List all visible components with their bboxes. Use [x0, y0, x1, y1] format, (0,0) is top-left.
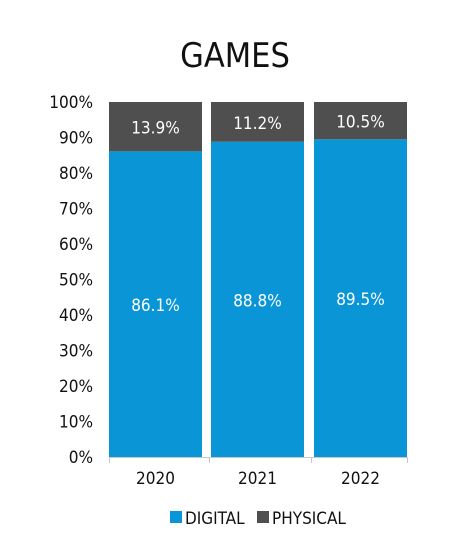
bar-digital-2021: [211, 141, 304, 457]
data-label-digital-2020: 86.1%: [131, 296, 180, 316]
legend: DIGITAL PHYSICAL: [170, 509, 346, 529]
y-tick-label: 90%: [59, 129, 93, 149]
legend-swatch-digital: [170, 511, 182, 523]
data-label-physical-2022: 10.5%: [336, 113, 385, 133]
y-tick-label: 80%: [59, 164, 93, 184]
y-tick-label: 50%: [59, 271, 93, 291]
x-category-label: 2021: [238, 469, 277, 489]
x-category-label: 2022: [341, 469, 380, 489]
bar-digital-2020: [109, 151, 202, 457]
data-label-digital-2022: 89.5%: [336, 290, 385, 310]
bar-physical-2021: [211, 102, 304, 142]
legend-label-digital: DIGITAL: [185, 509, 245, 529]
bar-physical-2020: [109, 102, 202, 152]
y-tick-label: 40%: [59, 306, 93, 326]
y-tick-label: 10%: [59, 413, 93, 433]
y-tick-label: 30%: [59, 342, 93, 362]
y-tick-label: 0%: [69, 448, 93, 468]
bar-physical-2022: [314, 102, 407, 140]
legend-swatch-physical: [257, 511, 269, 523]
x-category-label: 2020: [136, 469, 175, 489]
data-label-physical-2021: 11.2%: [233, 114, 282, 134]
x-axis: 2020 2021 2022: [109, 457, 408, 489]
legend-label-physical: PHYSICAL: [272, 509, 346, 529]
bar-digital-2022: [314, 139, 407, 457]
data-label-physical-2020: 13.9%: [131, 119, 180, 139]
y-tick-label: 20%: [59, 377, 93, 397]
chart-title: GAMES: [180, 36, 290, 76]
bars-group: 86.1% 13.9% 88.8% 11.2% 89.5% 10.5%: [109, 102, 407, 457]
data-label-digital-2021: 88.8%: [233, 291, 282, 311]
y-tick-label: 100%: [49, 93, 93, 113]
y-axis: 0% 10% 20% 30% 40% 50% 60% 70% 80% 90% 100%: [49, 93, 93, 468]
y-tick-label: 60%: [59, 235, 93, 255]
y-tick-label: 70%: [59, 200, 93, 220]
